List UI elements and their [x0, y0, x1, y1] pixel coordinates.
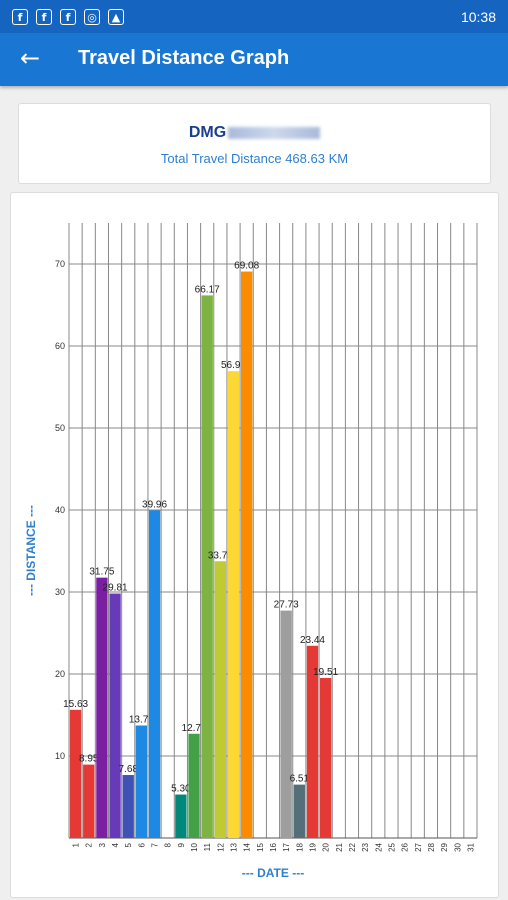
y-tick-label: 40 — [55, 505, 65, 515]
device-row: DMG — [19, 124, 490, 142]
x-tick-label: 2 — [85, 842, 94, 847]
bar-value-label: 19.51 — [313, 667, 338, 678]
bar — [319, 678, 332, 838]
x-tick-label: 22 — [348, 842, 357, 851]
y-tick-label: 70 — [55, 259, 65, 269]
x-tick-label: 26 — [401, 842, 410, 851]
facebook-icon: f — [12, 9, 28, 25]
x-tick-label: 17 — [282, 842, 291, 851]
x-tick-label: 3 — [98, 842, 107, 847]
y-tick-label: 60 — [55, 341, 65, 351]
distance-bar-chart: 10 20 30 40 50 60 70 15.63 1 8.95 2 31.75 3 29.81 4 7.6… — [24, 223, 478, 880]
bar-value-label: 33.75 — [208, 550, 233, 561]
x-tick-label: 10 — [190, 842, 199, 851]
bar-value-label: 13.72 — [129, 714, 154, 725]
x-tick-label: 11 — [203, 842, 212, 851]
y-axis-title: --- DISTANCE --- — [24, 505, 38, 596]
y-tick-label: 30 — [55, 587, 65, 597]
bar-value-label: 69.08 — [234, 261, 259, 272]
y-tick-label: 50 — [55, 423, 65, 433]
x-tick-label: 28 — [427, 842, 436, 851]
device-name: DMG — [188, 124, 227, 141]
app-bar: ← Travel Distance Graph — [0, 33, 508, 86]
bar — [122, 775, 134, 838]
x-tick-label: 24 — [374, 842, 383, 851]
bar — [83, 764, 95, 838]
bar — [188, 733, 200, 838]
bar-value-label: 7.68 — [118, 764, 138, 775]
bar-value-label: 5.30 — [171, 784, 191, 795]
x-axis-title: --- DATE --- — [242, 866, 304, 880]
bar — [214, 561, 227, 838]
x-tick-label: 27 — [414, 842, 423, 851]
x-tick-label: 23 — [361, 842, 370, 851]
bar — [241, 271, 253, 838]
bar-value-label: 12.71 — [182, 723, 207, 734]
chart-card: 10 20 30 40 50 60 70 15.63 1 8.95 2 31.75 3 29.81 4 7.6… — [10, 192, 499, 898]
page-title: Travel Distance Graph — [78, 47, 290, 69]
clock: 10:38 — [460, 9, 496, 25]
x-tick-label: 12 — [216, 842, 225, 851]
notification-icons: f f f ◎ ▲ — [12, 9, 124, 25]
x-tick-label: 19 — [308, 842, 317, 851]
facebook-icon: f — [60, 9, 76, 25]
x-tick-label: 5 — [124, 842, 133, 847]
x-tick-label: 29 — [440, 842, 449, 851]
bar — [175, 794, 187, 838]
bar-value-label: 27.73 — [274, 600, 299, 611]
bar — [148, 510, 161, 838]
bar-value-label: 23.44 — [300, 635, 325, 646]
bar — [69, 709, 82, 838]
x-tick-label: 30 — [453, 842, 462, 851]
bar-value-label: 29.81 — [103, 583, 128, 594]
arrow-left-icon[interactable]: ← — [20, 44, 41, 72]
facebook-icon: f — [36, 9, 52, 25]
x-tick-label: 6 — [137, 842, 146, 847]
bar-value-label: 31.75 — [89, 567, 114, 578]
x-tick-label: 25 — [387, 842, 396, 851]
x-tick-label: 18 — [295, 842, 304, 851]
x-tick-label: 9 — [177, 842, 186, 847]
bar — [96, 577, 108, 838]
app-icon: ▲ — [108, 9, 124, 25]
bar — [306, 645, 319, 838]
bar-value-label: 8.95 — [79, 754, 99, 765]
x-tick-label: 4 — [111, 842, 120, 847]
y-tick-label: 20 — [55, 669, 65, 679]
x-tick-label: 31 — [466, 842, 475, 851]
x-tick-label: 1 — [72, 842, 81, 847]
x-tick-label: 20 — [322, 842, 331, 851]
status-bar: f f f ◎ ▲ 10:38 — [0, 0, 508, 33]
bar — [280, 610, 292, 838]
bar-value-label: 39.96 — [142, 499, 167, 510]
bar-value-label: 66.17 — [195, 284, 220, 295]
x-tick-label: 15 — [256, 842, 265, 851]
bar-value-label: 6.51 — [290, 774, 310, 785]
y-tick-label: 10 — [55, 751, 65, 761]
x-tick-label: 16 — [269, 842, 278, 851]
instagram-icon: ◎ — [84, 9, 100, 25]
bar — [201, 295, 213, 838]
x-tick-label: 8 — [164, 842, 173, 847]
bar — [109, 593, 121, 838]
x-tick-label: 14 — [243, 842, 252, 851]
x-tick-label: 13 — [230, 842, 239, 851]
bar-value-label: 15.63 — [63, 699, 88, 710]
bar — [293, 784, 305, 838]
bar — [227, 371, 240, 838]
redacted-device-id — [228, 126, 321, 139]
summary-card: DMG Total Travel Distance 468.63 KM — [18, 103, 491, 184]
total-distance: Total Travel Distance 468.63 KM — [160, 151, 349, 166]
x-tick-label: 7 — [151, 842, 160, 847]
x-tick-label: 21 — [335, 842, 344, 851]
bar — [135, 725, 148, 838]
bar-value-label: 56.93 — [221, 360, 246, 371]
